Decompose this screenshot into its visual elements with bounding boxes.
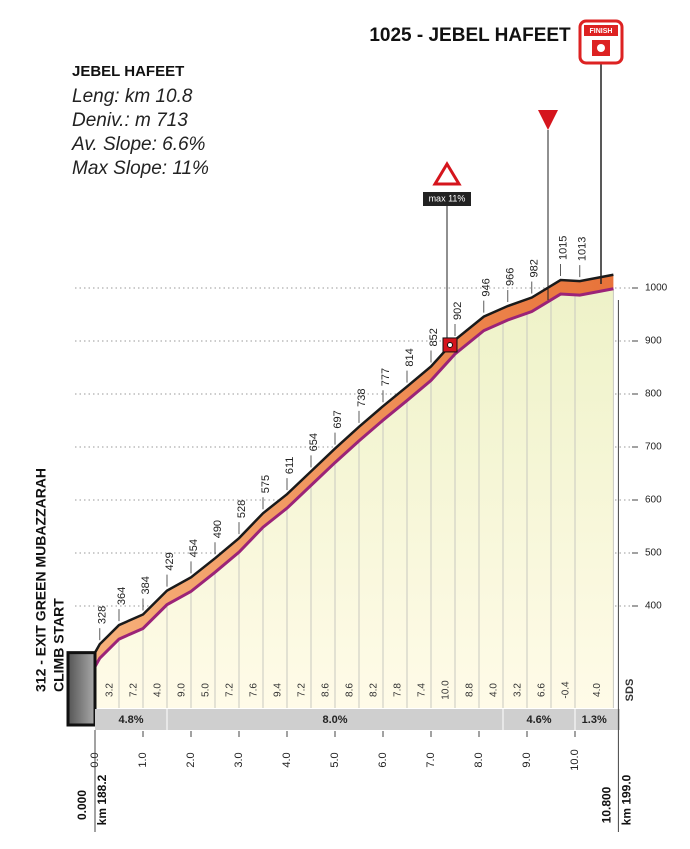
- gradient-label: 7.4: [417, 683, 428, 697]
- finish-symbol: [597, 44, 605, 52]
- gradient-label: 10.0: [441, 680, 452, 700]
- climb-info: Av. Slope: 6.6%: [71, 134, 206, 155]
- x-tick-label: 9.0: [521, 752, 533, 767]
- profile-bottom-edge: [93, 287, 614, 668]
- elevation-label: 1013: [577, 237, 589, 261]
- y-tick-label: 900: [645, 336, 662, 347]
- max-box: [423, 192, 471, 206]
- logo: SDS: [624, 679, 636, 702]
- gradient-label: 4.0: [592, 683, 603, 697]
- elevation-label: 777: [380, 368, 392, 386]
- x-tick-label: 7.0: [425, 752, 437, 767]
- elevation-label: 575: [260, 475, 272, 493]
- finish-label: FINISH: [590, 28, 613, 35]
- gradient-label: 5.0: [201, 683, 212, 697]
- gradient-label: 7.8: [393, 683, 404, 697]
- elevation-label: 654: [308, 433, 320, 451]
- gradient-label: 7.6: [249, 683, 260, 697]
- gradient-label: 7.2: [297, 683, 308, 697]
- elevation-label: 611: [284, 457, 296, 475]
- gradient-label: 8.8: [465, 683, 476, 697]
- max-icon: [432, 161, 462, 186]
- elevation-label: 528: [236, 500, 248, 518]
- gradient-label: 7.2: [225, 683, 236, 697]
- y-tick-label: 800: [645, 389, 662, 400]
- elevation-label: 454: [188, 539, 200, 557]
- elevation-label: 364: [116, 587, 128, 605]
- gradient-label: -0.4: [561, 681, 572, 699]
- climb-name: JEBEL HAFEET: [72, 63, 184, 80]
- x-tick-label: 8.0: [473, 752, 485, 767]
- start-label: 312 - EXIT GREEN MUBAZZARAH: [33, 468, 49, 692]
- gradient-label: 3.2: [513, 683, 524, 697]
- plot-layer: 400 500 600 700 800 900 1000 3.2 7.2 4.0 9.0 5.0 7.2…: [66, 161, 668, 832]
- km-label: 10.800: [600, 786, 614, 823]
- elevation-label: 697: [332, 410, 344, 428]
- title: 1025 - JEBEL HAFEET: [369, 25, 571, 46]
- y-tick-label: 700: [645, 442, 662, 453]
- section-label: 4.8%: [118, 714, 143, 726]
- x-tick-label: 3.0: [233, 752, 245, 767]
- gradient-label: 6.6: [537, 683, 548, 697]
- elevation-label: 738: [356, 389, 368, 407]
- climb-info: Max Slope: 11%: [72, 158, 209, 179]
- gradient-label: 8.6: [321, 683, 332, 697]
- x-tick-label: 6.0: [377, 752, 389, 767]
- elevation-label: 1015: [558, 236, 570, 260]
- elevation-label: 852: [428, 328, 440, 346]
- climb-info: Deniv.: m 713: [72, 110, 188, 131]
- elevation-label: 966: [505, 268, 517, 286]
- gradient-label: 4.0: [489, 683, 500, 697]
- gradient-label: 3.2: [105, 683, 116, 697]
- elevation-label: 328: [97, 606, 109, 624]
- profile-line: [93, 273, 614, 654]
- start-block: [66, 651, 97, 727]
- gradient-label: 4.0: [153, 683, 164, 697]
- x-tick-label: 4.0: [281, 752, 293, 767]
- section-label: 8.0%: [322, 714, 347, 726]
- x-tick-label: 10.0: [569, 749, 581, 770]
- km-to-go-marker: [538, 110, 558, 130]
- climb-info: Leng: km 10.8: [72, 86, 193, 107]
- km-label: 0.000: [75, 790, 89, 820]
- section-bar: [95, 709, 620, 730]
- km-label: km 199.0: [620, 774, 634, 825]
- start-label: CLIMB START: [51, 598, 67, 692]
- finish-icon-band: [584, 25, 618, 36]
- elevation-label: 384: [140, 576, 152, 594]
- elevation-label: 982: [529, 259, 541, 277]
- km-label: km 188.2: [95, 774, 109, 825]
- gradient-label: 9.0: [177, 683, 188, 697]
- gradient-label: 7.2: [129, 683, 140, 697]
- x-tick-label: 1.0: [137, 752, 149, 767]
- base-area: [95, 288, 614, 708]
- gradient-label: 9.4: [273, 683, 284, 697]
- elevation-label: 946: [481, 278, 493, 296]
- x-tick-label: 5.0: [329, 752, 341, 767]
- y-tick-label: 600: [645, 495, 662, 506]
- section-label: 4.6%: [526, 714, 551, 726]
- gradient-label: 8.6: [345, 683, 356, 697]
- elevation-label: 814: [404, 348, 416, 366]
- gradient-label: 8.2: [369, 683, 380, 697]
- section-label: 1.3%: [582, 714, 607, 726]
- y-tick-label: 500: [645, 548, 662, 559]
- max-label: max 11%: [429, 193, 466, 203]
- x-tick-label: 2.0: [185, 752, 197, 767]
- max-dot: [447, 341, 453, 348]
- elevation-label: 429: [164, 552, 176, 570]
- y-tick-label: 400: [645, 601, 662, 612]
- elevation-label: 490: [212, 520, 224, 538]
- elevation-label: 902: [452, 302, 464, 320]
- y-tick-label: 1000: [645, 283, 668, 294]
